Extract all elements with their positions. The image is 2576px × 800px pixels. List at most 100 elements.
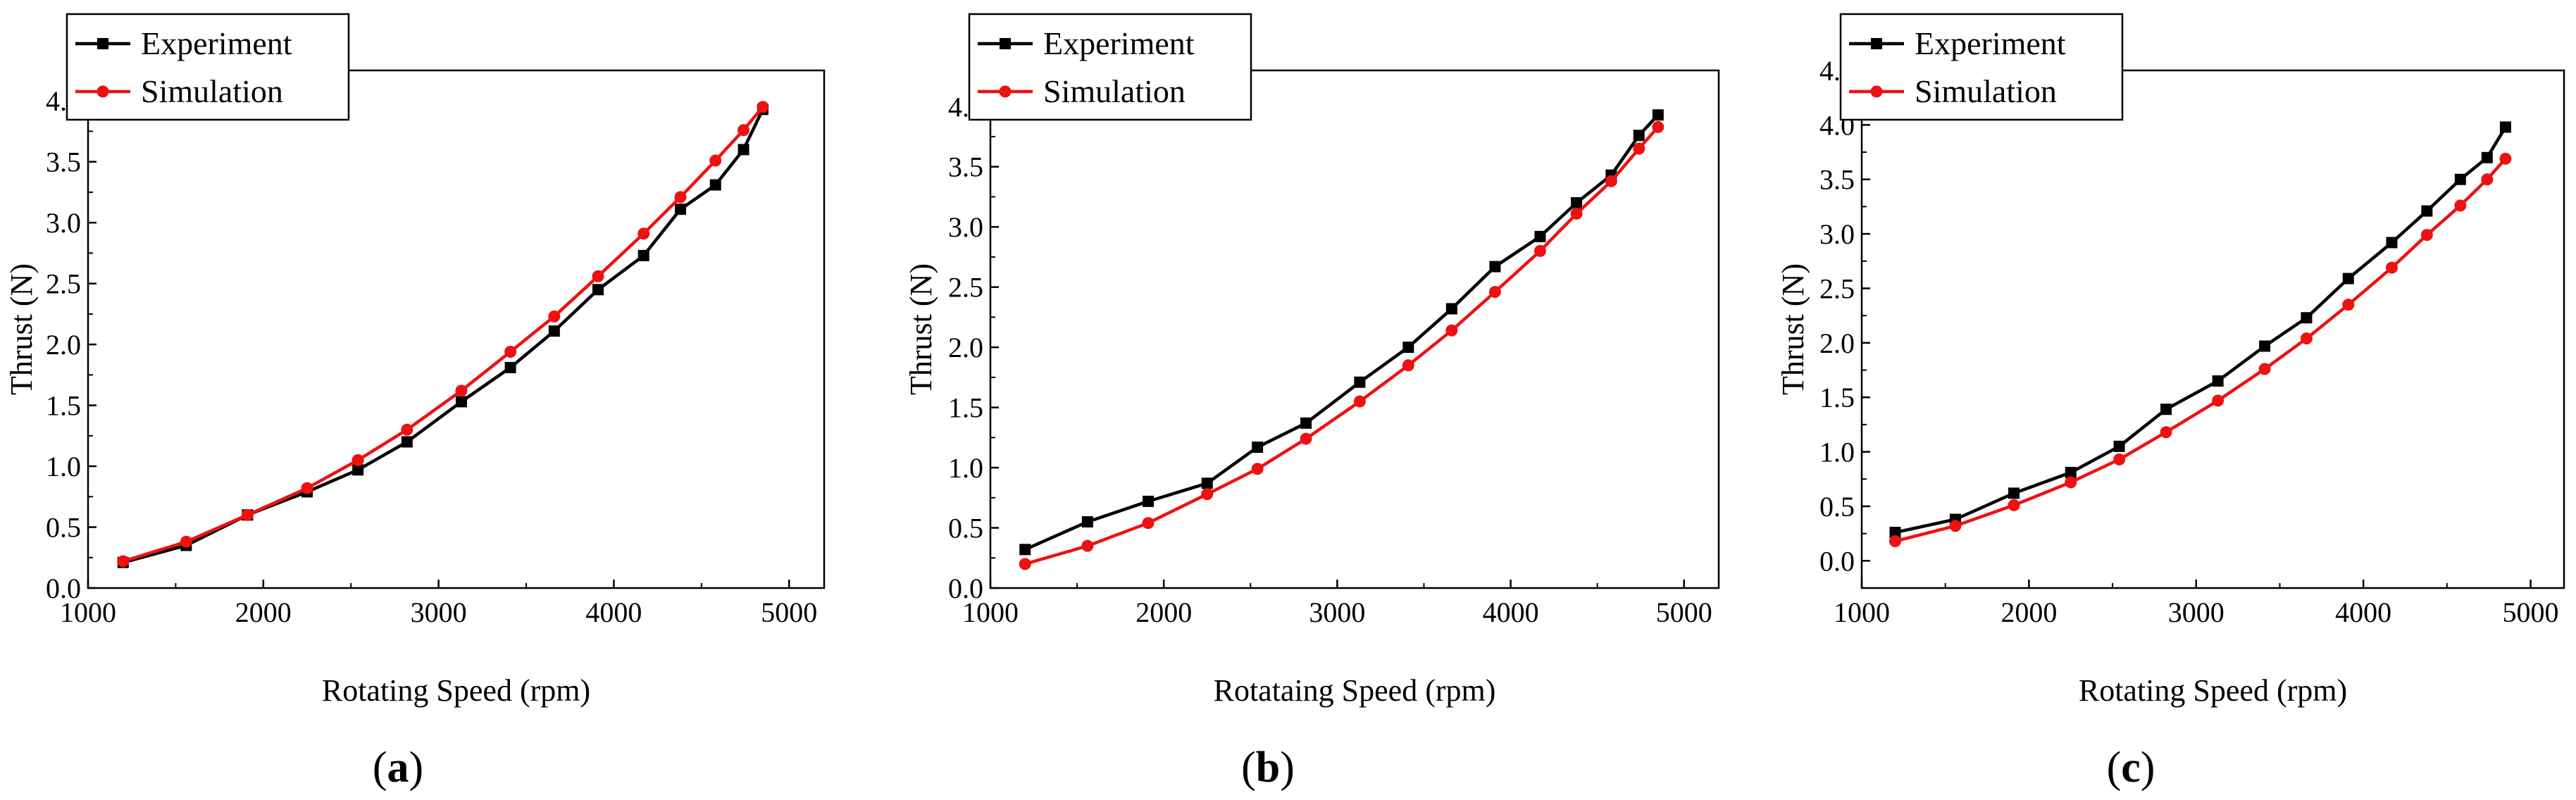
data-point-experiment (1652, 109, 1664, 121)
caption-letter: c (2121, 744, 2141, 792)
chart-panel-b: 1000 2000 3000 4000 5000 0.0 0.5 1.0 1.5 2.0 2.5 3.… (904, 13, 1720, 792)
legend-marker-simulation (97, 85, 109, 98)
y-tick-label: 0.0 (46, 573, 81, 604)
x-tick-label: 2000 (2001, 596, 2057, 628)
data-point-experiment (1571, 197, 1583, 209)
y-tick-label: 0.0 (948, 573, 983, 604)
data-point-simulation (1402, 359, 1414, 372)
data-point-experiment (2301, 312, 2313, 324)
data-point-experiment (1402, 342, 1414, 354)
legend-marker-simulation (999, 85, 1012, 98)
x-axis-label: Rotataing Speed (rpm) (1214, 673, 1496, 708)
data-point-simulation (2160, 426, 2172, 439)
data-point-experiment (2421, 205, 2433, 217)
data-point-experiment (637, 249, 649, 261)
data-point-simulation (117, 555, 130, 568)
data-point-simulation (351, 454, 364, 466)
y-tick-label: 2.0 (948, 332, 983, 363)
data-point-experiment (1143, 495, 1155, 507)
data-point-experiment (1081, 515, 1093, 527)
plot-frame (1860, 69, 2565, 589)
data-point-simulation (504, 345, 517, 358)
data-point-experiment (1633, 130, 1645, 142)
data-point-simulation (1605, 175, 1617, 187)
data-point-experiment (2008, 487, 2020, 499)
plot-frame (87, 69, 826, 589)
data-point-simulation (1652, 120, 1665, 133)
data-point-simulation (2300, 332, 2313, 345)
legend-label-simulation: Simulation (141, 73, 283, 109)
data-point-simulation (1445, 324, 1458, 337)
y-tick-label: 1.5 (46, 390, 81, 422)
data-point-experiment (2065, 466, 2077, 478)
plot-frame (989, 69, 1720, 589)
data-point-simulation (592, 270, 604, 282)
x-tick-label: 4000 (2335, 596, 2391, 628)
x-tick-label: 5000 (1656, 596, 1712, 628)
data-point-experiment (401, 436, 413, 448)
data-point-simulation (548, 310, 561, 323)
y-tick-label: 3.5 (46, 146, 81, 178)
x-tick-label: 1000 (60, 596, 116, 628)
y-axis-label: Thrust (N) (904, 263, 938, 395)
legend-marker-experiment (97, 38, 108, 49)
y-tick-label: 0.0 (1819, 545, 1855, 577)
data-point-simulation (1019, 558, 1031, 570)
data-point-simulation (1889, 535, 1901, 547)
x-tick-label: 5000 (761, 596, 817, 628)
y-tick-label: 2.0 (1819, 327, 1855, 359)
series-line-simulation (1894, 157, 2507, 543)
chart-panel-a: 1000 2000 3000 4000 5000 0.0 0.5 1.0 1.5 2.0 2.5 3.… (4, 13, 826, 792)
data-point-simulation (757, 101, 769, 113)
x-tick-label: 3000 (2168, 596, 2225, 628)
y-tick-label: 1.0 (46, 451, 81, 482)
data-point-simulation (738, 124, 750, 137)
x-tick-label: 2000 (1135, 596, 1192, 628)
data-point-experiment (674, 204, 686, 215)
y-tick-label: 0.5 (1819, 491, 1855, 523)
data-point-simulation (2065, 476, 2077, 489)
legend-box (968, 13, 1252, 121)
series-line-simulation (123, 106, 764, 563)
data-point-experiment (352, 464, 364, 476)
data-point-experiment (455, 396, 467, 408)
y-tick-label: 3.0 (1819, 218, 1855, 250)
data-point-simulation (674, 191, 687, 204)
y-tick-label: 2.5 (1819, 273, 1855, 304)
panel-caption: (a) (373, 744, 423, 792)
legend-box (1839, 13, 2124, 121)
y-tick-label: 2.5 (46, 268, 81, 300)
legend-marker-experiment (1000, 38, 1011, 49)
data-point-experiment (738, 144, 749, 156)
chart-panel-c: 1000 2000 3000 4000 5000 0.0 0.5 1.0 1.5 2.0 2.5 3.… (1776, 13, 2565, 792)
data-point-experiment (2212, 375, 2224, 387)
y-tick-label: 3.0 (948, 211, 983, 243)
x-tick-label: 3000 (411, 596, 467, 628)
legend-label-experiment: Experiment (1915, 25, 2066, 61)
y-tick-label: 1.5 (1819, 382, 1855, 413)
data-point-simulation (2342, 299, 2355, 311)
data-point-simulation (2420, 229, 2433, 242)
legend-label-simulation: Simulation (1915, 73, 2057, 109)
caption-close-paren: ) (409, 744, 424, 792)
data-point-simulation (1142, 517, 1155, 530)
data-point-simulation (2481, 173, 2494, 186)
y-axis-label: Thrust (N) (4, 263, 39, 395)
y-tick-label: 0.5 (46, 512, 81, 544)
data-point-experiment (2386, 237, 2398, 249)
data-point-experiment (2342, 273, 2354, 285)
data-point-experiment (1201, 477, 1213, 489)
data-point-simulation (1251, 463, 1264, 475)
data-point-simulation (1533, 244, 1546, 257)
data-point-experiment (2160, 404, 2172, 415)
series-line-experiment (1024, 113, 1660, 551)
data-point-simulation (455, 385, 468, 397)
y-tick-label: 3.5 (948, 151, 983, 183)
data-point-simulation (2212, 394, 2225, 407)
data-point-experiment (592, 284, 604, 296)
data-point-experiment (548, 325, 560, 337)
data-point-simulation (1633, 142, 1645, 155)
data-point-simulation (709, 154, 722, 167)
data-point-experiment (2499, 121, 2511, 133)
